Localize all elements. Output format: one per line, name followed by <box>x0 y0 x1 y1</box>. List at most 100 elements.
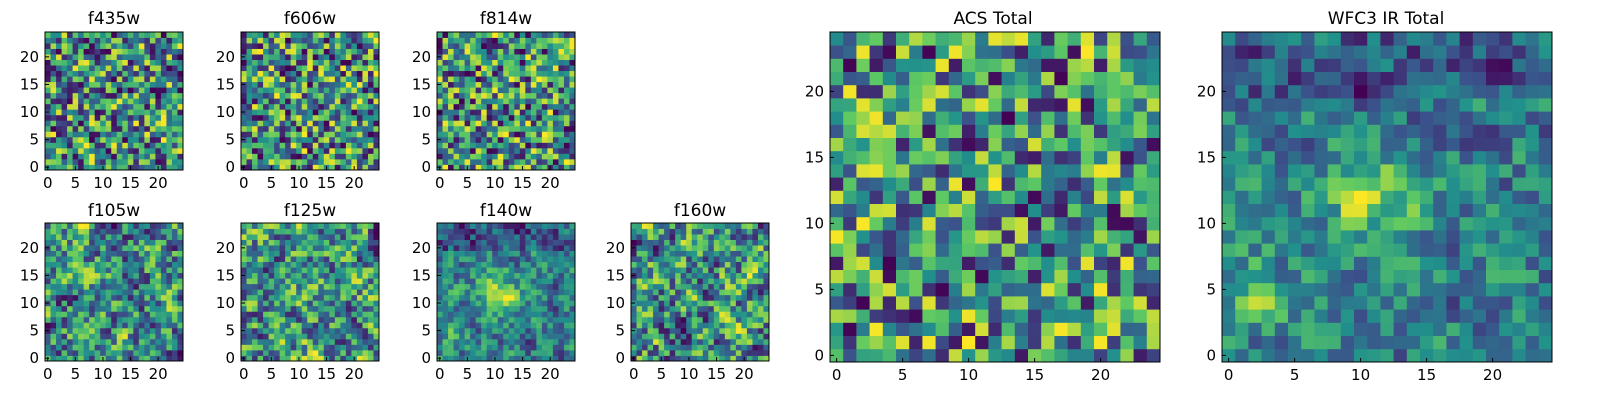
heatmap-cell <box>312 70 319 77</box>
heatmap-cell <box>536 316 543 323</box>
heatmap-cell <box>541 289 548 296</box>
heatmap-cell <box>78 333 85 340</box>
heatmap-cell <box>735 333 742 340</box>
heatmap-cell <box>149 48 156 55</box>
heatmap-cell <box>166 131 173 138</box>
heatmap-cell <box>329 43 336 49</box>
heatmap-cell <box>312 76 319 83</box>
heatmap-cell <box>464 322 471 329</box>
heatmap-cell <box>50 136 57 143</box>
heatmap-cell <box>323 54 330 60</box>
heatmap-cell <box>459 48 465 55</box>
heatmap-cell <box>45 278 51 285</box>
heatmap-cell <box>569 267 576 274</box>
heatmap-cell <box>481 245 488 251</box>
heatmap-cell <box>61 120 68 127</box>
heatmap-cell <box>719 261 726 268</box>
heatmap-cell <box>373 114 380 121</box>
heatmap-cell <box>492 228 499 235</box>
heatmap-cell <box>318 164 325 171</box>
heatmap-cell <box>144 316 151 323</box>
heatmap-cell <box>552 267 559 274</box>
heatmap-cell <box>72 59 79 66</box>
heatmap-cell <box>127 349 134 356</box>
heatmap-cell <box>329 32 336 38</box>
heatmap-cell <box>45 103 51 110</box>
heatmap-cell <box>373 87 380 94</box>
heatmap-cell <box>830 269 844 284</box>
heatmap-cell <box>138 125 145 132</box>
heatmap-cell <box>78 54 85 60</box>
heatmap-cell <box>171 103 178 110</box>
heatmap-cell <box>664 344 671 351</box>
heatmap-cell <box>356 333 363 340</box>
heatmap-cell <box>149 223 156 229</box>
heatmap-cell <box>323 250 330 257</box>
heatmap-cell <box>686 316 693 323</box>
heatmap-cell <box>285 142 292 149</box>
heatmap-cell <box>334 142 341 149</box>
heatmap-cell <box>552 289 559 296</box>
heatmap-cell <box>373 245 380 251</box>
heatmap-cell <box>334 153 341 160</box>
heatmap-cell <box>334 59 341 66</box>
heatmap-cell <box>503 158 510 165</box>
heatmap-cell <box>497 109 504 116</box>
heatmap-cell <box>1133 203 1148 218</box>
heatmap-cell <box>708 250 715 257</box>
heatmap-cell <box>356 103 363 110</box>
heatmap-cell <box>116 333 123 340</box>
heatmap-cell <box>636 283 643 290</box>
heatmap-cell <box>166 349 173 356</box>
heatmap-cell <box>171 338 178 345</box>
heatmap-cell <box>301 261 308 268</box>
heatmap-cell <box>268 327 275 334</box>
heatmap-cell <box>464 54 471 60</box>
heatmap-cell <box>459 70 465 77</box>
heatmap-cell <box>519 316 526 323</box>
heatmap-cell <box>318 32 325 38</box>
heatmap-cell <box>362 120 369 127</box>
heatmap-cell <box>72 305 79 312</box>
heatmap-cell <box>642 283 648 290</box>
heatmap-cell <box>536 289 543 296</box>
heatmap-cell <box>345 103 352 110</box>
heatmap-cell <box>122 54 129 60</box>
heatmap-cell <box>323 131 330 138</box>
heatmap-cell <box>89 98 96 105</box>
y-tick-label: 10 <box>20 294 39 312</box>
heatmap-cell <box>340 81 347 88</box>
heatmap-cell <box>329 142 336 149</box>
heatmap-cell <box>50 125 57 132</box>
heatmap-cell <box>464 338 471 345</box>
heatmap-cell <box>241 131 247 138</box>
heatmap-cell <box>675 256 682 263</box>
heatmap-cell <box>686 305 693 312</box>
heatmap-cell <box>497 311 504 318</box>
heatmap-cell <box>1133 230 1148 244</box>
heatmap-cell <box>843 256 857 270</box>
heatmap-cell <box>67 98 73 105</box>
heatmap-cell <box>746 239 753 246</box>
heatmap-cell <box>345 327 352 334</box>
heatmap-cell <box>149 349 156 356</box>
heatmap-cell <box>268 261 275 268</box>
heatmap-cell <box>290 98 297 105</box>
heatmap-cell <box>155 114 162 121</box>
heatmap-cell <box>279 283 286 290</box>
heatmap-cell <box>525 43 532 49</box>
heatmap-cell <box>569 322 576 329</box>
heatmap-cell <box>149 70 156 77</box>
heatmap-cell <box>171 54 178 60</box>
heatmap-cell <box>1014 322 1029 336</box>
heatmap-cell <box>735 311 742 318</box>
heatmap-cell <box>241 98 247 105</box>
heatmap-cell <box>155 305 162 312</box>
heatmap-cell <box>116 158 123 165</box>
heatmap-cell <box>89 228 96 235</box>
heatmap-cell <box>133 344 140 351</box>
heatmap-cell <box>1080 269 1095 284</box>
heatmap-cell <box>367 164 374 171</box>
heatmap-cell <box>514 283 521 290</box>
heatmap-cell <box>481 239 488 246</box>
